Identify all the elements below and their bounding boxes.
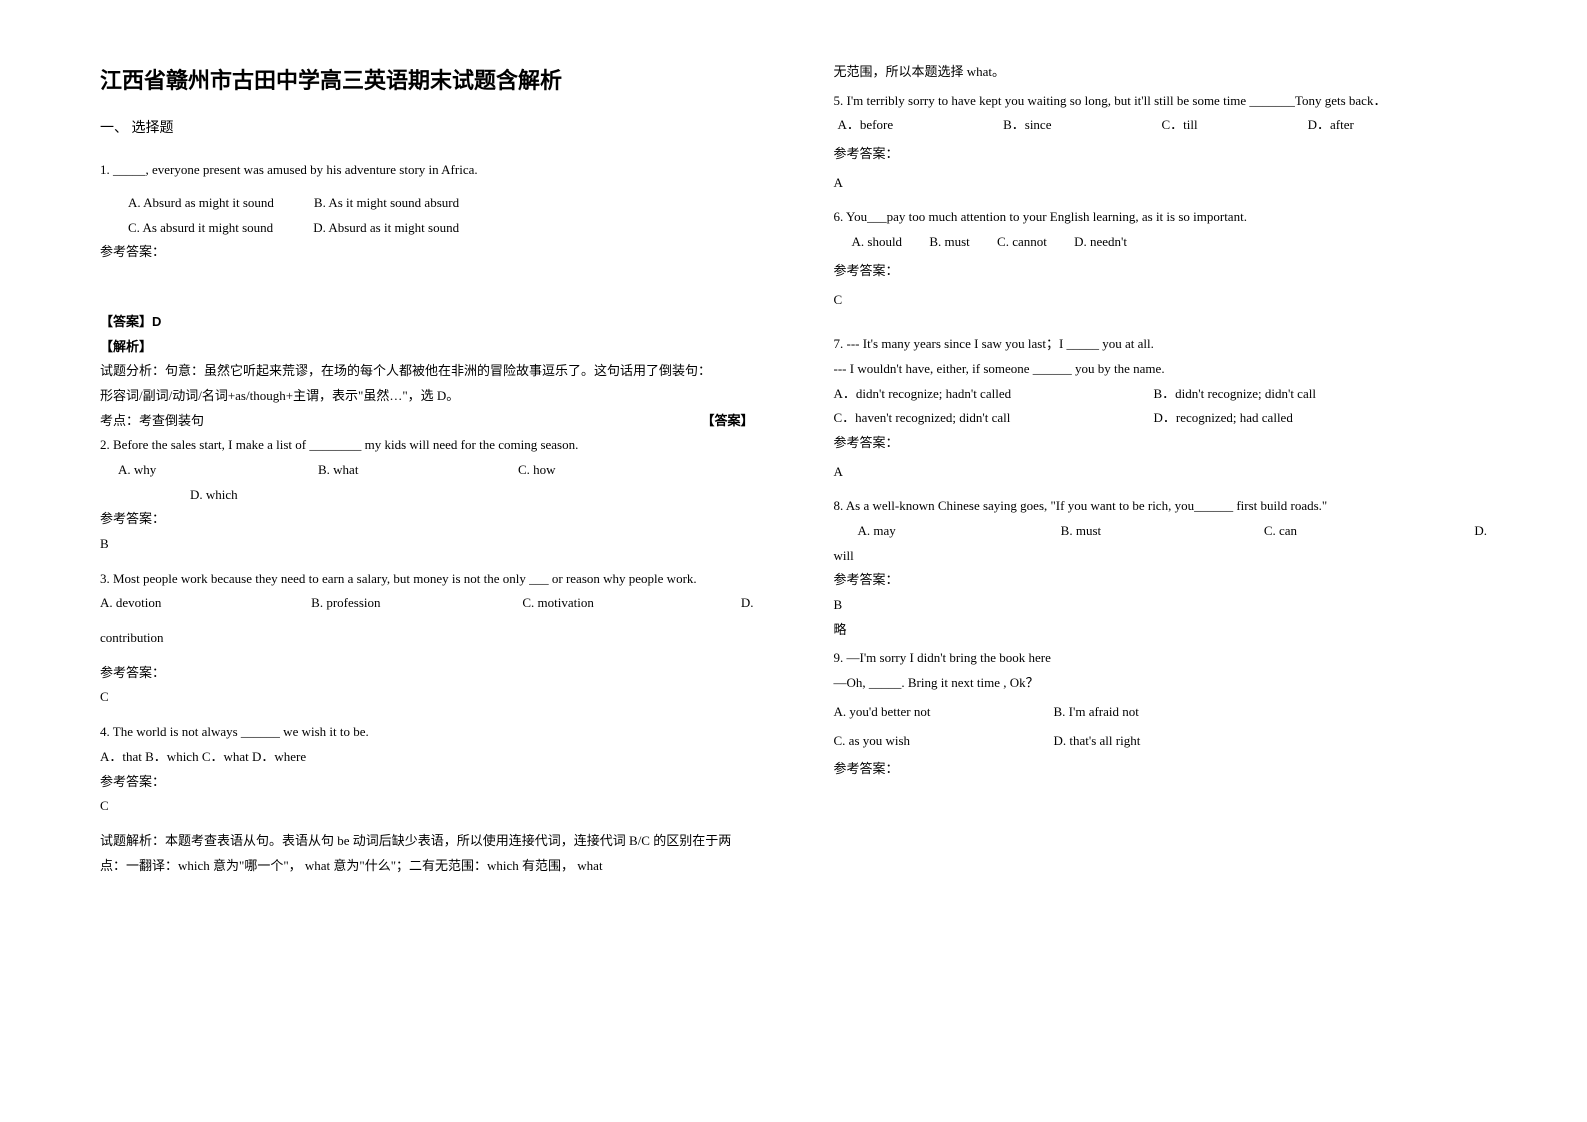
q4-answer: C bbox=[100, 794, 754, 819]
q4-analysis: 试题解析：本题考查表语从句。表语从句 be 动词后缺少表语，所以使用连接代词，连… bbox=[100, 829, 754, 878]
q6-options: A. should B. must C. cannot D. needn't bbox=[834, 230, 1488, 255]
q3-opt-a: A. devotion bbox=[100, 591, 311, 616]
q1-answer-key: 【答案】D bbox=[100, 310, 754, 335]
q3-opt-d-letter: D. bbox=[734, 591, 754, 616]
q9-opt-a: A. you'd better not bbox=[834, 700, 1014, 725]
q1-opt-a: A. Absurd as might it sound bbox=[128, 191, 274, 216]
q8-opt-c: C. can bbox=[1264, 519, 1467, 544]
q3-stem: 3. Most people work because they need to… bbox=[100, 567, 754, 592]
answer-label: 参考答案： bbox=[100, 240, 754, 265]
q8-answer: B bbox=[834, 593, 1488, 618]
q1-analysis-2: 形容词/副词/动词/名词+as/though+主谓，表示"虽然…"，选 D。 bbox=[100, 384, 754, 409]
q8-opt-d-letter: D. bbox=[1467, 519, 1487, 544]
q1-analysis-1: 试题分析：句意：虽然它听起来荒谬，在场的每个人都被他在非洲的冒险故事逗乐了。这句… bbox=[100, 359, 754, 384]
q2-answer: B bbox=[100, 532, 754, 557]
doc-title: 江西省赣州市古田中学高三英语期末试题含解析 bbox=[100, 60, 754, 102]
q8-options: A. may B. must C. can D. bbox=[834, 519, 1488, 544]
q9-opt-c: C. as you wish bbox=[834, 729, 1014, 754]
answer-label: 参考答案： bbox=[100, 661, 754, 686]
q2-opt-b: B. what bbox=[318, 458, 518, 483]
q7-answer: A bbox=[834, 460, 1488, 485]
q1-options: A. Absurd as might it sound B. As it mig… bbox=[100, 191, 754, 240]
q3-opt-c: C. motivation bbox=[522, 591, 733, 616]
q9-opt-b: B. I'm afraid not bbox=[1054, 700, 1139, 725]
q2-options: A. why B. what C. how D. which bbox=[100, 458, 754, 507]
q3-answer: C bbox=[100, 685, 754, 710]
q5-opt-c: C．till bbox=[1161, 113, 1197, 138]
q1-opt-c: C. As absurd it might sound bbox=[128, 216, 273, 241]
q3-options: A. devotion B. profession C. motivation … bbox=[100, 591, 754, 616]
q1-jiexi: 【解析】 bbox=[100, 335, 754, 360]
q6-stem: 6. You___pay too much attention to your … bbox=[834, 205, 1488, 230]
answer-label: 参考答案： bbox=[834, 568, 1488, 593]
q9-opt-d: D. that's all right bbox=[1054, 729, 1141, 754]
answer-label: 参考答案： bbox=[100, 507, 754, 532]
q5-opt-a: A．before bbox=[838, 113, 894, 138]
q6-opt-d: D. needn't bbox=[1074, 234, 1127, 249]
q8-stem: 8. As a well-known Chinese saying goes, … bbox=[834, 494, 1488, 519]
q2-stem: 2. Before the sales start, I make a list… bbox=[100, 433, 754, 458]
q1-ans-tag: 【答案】 bbox=[701, 409, 753, 434]
q7-stem2: --- I wouldn't have, either, if someone … bbox=[834, 357, 1488, 382]
answer-label: 参考答案： bbox=[834, 431, 1488, 456]
answer-label: 参考答案： bbox=[834, 259, 1488, 284]
q5-answer: A bbox=[834, 171, 1488, 196]
q6-opt-b: B. must bbox=[929, 234, 969, 249]
q6-opt-c: C. cannot bbox=[997, 234, 1047, 249]
q7-stem1: 7. --- It's many years since I saw you l… bbox=[834, 332, 1488, 357]
left-column: 江西省赣州市古田中学高三英语期末试题含解析 一、 选择题 1. _____, e… bbox=[80, 60, 794, 1082]
q9-stem2: —Oh, _____. Bring it next time , Ok？ bbox=[834, 671, 1488, 696]
q4-options: A．that B．which C．what D．where bbox=[100, 745, 754, 770]
answer-label: 参考答案： bbox=[834, 142, 1488, 167]
q1-stem: 1. _____, everyone present was amused by… bbox=[100, 158, 754, 183]
q7-options: A．didn't recognize; hadn't called B．didn… bbox=[834, 382, 1488, 431]
q2-opt-c: C. how bbox=[518, 458, 556, 483]
q4-stem: 4. The world is not always ______ we wis… bbox=[100, 720, 754, 745]
q3-opt-d-text: contribution bbox=[100, 626, 754, 651]
q9-stem1: 9. —I'm sorry I didn't bring the book he… bbox=[834, 646, 1488, 671]
q5-options: A．before B．since C．till D．after bbox=[834, 113, 1488, 138]
answer-label: 参考答案： bbox=[834, 757, 1488, 782]
q1-opt-d: D. Absurd as it might sound bbox=[313, 216, 459, 241]
q7-opt-d: D．recognized; had called bbox=[1154, 406, 1293, 431]
q7-opt-a: A．didn't recognize; hadn't called bbox=[834, 382, 1114, 407]
q8-note: 略 bbox=[834, 618, 1488, 643]
q9-options: A. you'd better not B. I'm afraid not C.… bbox=[834, 700, 1488, 753]
q7-opt-c: C．haven't recognized; didn't call bbox=[834, 406, 1114, 431]
q6-opt-a: A. should bbox=[852, 234, 903, 249]
q1-point: 考点：考查倒装句 bbox=[100, 409, 204, 434]
q8-opt-b: B. must bbox=[1061, 519, 1264, 544]
q3-opt-b: B. profession bbox=[311, 591, 522, 616]
q4-cont: 无范围，所以本题选择 what。 bbox=[834, 60, 1488, 85]
section-heading: 一、 选择题 bbox=[100, 116, 754, 143]
answer-label: 参考答案： bbox=[100, 770, 754, 795]
q5-opt-d: D．after bbox=[1308, 113, 1354, 138]
q2-opt-a: A. why bbox=[118, 458, 318, 483]
right-column: 无范围，所以本题选择 what。 5. I'm terribly sorry t… bbox=[794, 60, 1508, 1082]
q2-opt-d: D. which bbox=[190, 487, 238, 502]
q5-opt-b: B．since bbox=[1003, 113, 1051, 138]
q5-stem: 5. I'm terribly sorry to have kept you w… bbox=[834, 89, 1488, 114]
q1-opt-b: B. As it might sound absurd bbox=[314, 191, 459, 216]
q6-answer: C bbox=[834, 288, 1488, 313]
q8-opt-d-text: will bbox=[834, 544, 1488, 569]
q7-opt-b: B．didn't recognize; didn't call bbox=[1154, 382, 1316, 407]
q8-opt-a: A. may bbox=[834, 519, 1061, 544]
